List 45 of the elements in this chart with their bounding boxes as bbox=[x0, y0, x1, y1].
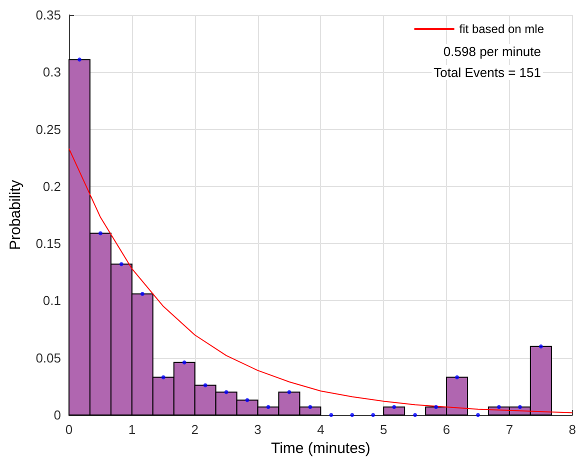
point bbox=[350, 413, 354, 417]
point bbox=[329, 413, 334, 417]
y-tick-label: 0.35 bbox=[36, 8, 61, 22]
x-tick-label: 8 bbox=[568, 422, 576, 437]
x-tick-label: 3 bbox=[254, 422, 262, 437]
point bbox=[496, 405, 501, 409]
point bbox=[245, 398, 250, 402]
point bbox=[224, 390, 228, 394]
point bbox=[518, 405, 522, 409]
legend-label: fit based on mle bbox=[459, 22, 544, 36]
point bbox=[392, 405, 396, 409]
point bbox=[371, 413, 376, 417]
y-tick-label: 0 bbox=[54, 408, 61, 422]
point bbox=[161, 375, 166, 380]
point bbox=[308, 405, 312, 409]
y-tick-label: 0.25 bbox=[36, 122, 61, 137]
x-tick-label: 5 bbox=[380, 422, 388, 437]
y-tick-label: 0.2 bbox=[42, 178, 61, 194]
point bbox=[538, 344, 543, 348]
x-axis-title: Time (minutes) bbox=[270, 440, 370, 457]
x-tick-label: 4 bbox=[317, 422, 324, 437]
x-tick-label: 1 bbox=[128, 422, 136, 437]
x-tick-label: 7 bbox=[506, 422, 514, 437]
point bbox=[287, 390, 292, 394]
y-axis-title: Probability bbox=[7, 179, 24, 250]
y-tick-label: 0.05 bbox=[36, 350, 61, 366]
y-tick-label: 0.3 bbox=[42, 64, 61, 80]
point bbox=[455, 375, 460, 380]
point bbox=[476, 413, 480, 417]
point bbox=[140, 292, 144, 296]
x-tick-label: 0 bbox=[65, 422, 73, 437]
x-tick-label: 6 bbox=[442, 422, 450, 437]
point bbox=[182, 360, 186, 364]
point bbox=[434, 405, 438, 409]
point bbox=[98, 231, 102, 236]
point bbox=[78, 58, 82, 62]
point bbox=[203, 383, 208, 388]
point bbox=[119, 262, 124, 266]
y-tick-label: 0.15 bbox=[36, 236, 61, 252]
y-tick-label: 0.1 bbox=[42, 293, 61, 308]
x-tick-label: 2 bbox=[191, 422, 198, 437]
annotation: 0.598 per minute bbox=[443, 44, 542, 59]
annotation: Total Events = 151 bbox=[434, 65, 542, 80]
point bbox=[266, 405, 270, 409]
point bbox=[413, 413, 418, 417]
